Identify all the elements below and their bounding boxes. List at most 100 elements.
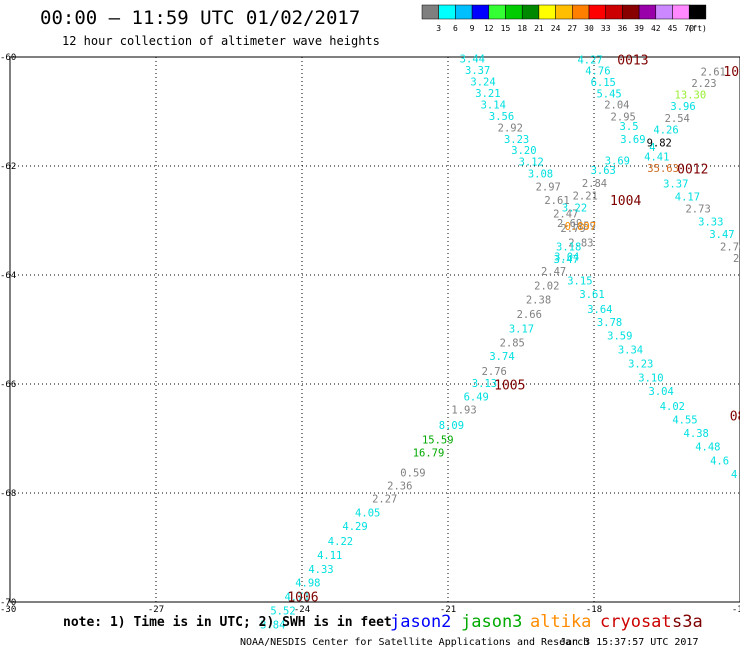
track-time-label: 08	[730, 410, 740, 425]
colorbar-label: 33	[601, 24, 611, 33]
y-tick-label: -68	[0, 489, 16, 499]
wave-height-point: 2.83	[568, 237, 593, 249]
wave-height-point: 2.76	[720, 242, 740, 254]
colorbar-label: 9	[470, 24, 475, 33]
colorbar-label: 12	[484, 24, 494, 33]
wave-height-point: 5.45	[596, 89, 621, 101]
wave-height-point: 3.15	[567, 275, 592, 287]
wave-height-point: 4.98	[295, 577, 320, 589]
wave-height-point: 3.47	[554, 254, 579, 266]
track-times: 0013 100 0012 1004 1005 1006 08	[287, 54, 740, 606]
wave-height-point: 3.47	[709, 229, 734, 241]
x-tick-label: -27	[148, 605, 164, 615]
wave-height-point: 3.04	[649, 386, 674, 398]
wave-height-point: 3.61	[579, 289, 604, 301]
x-tick-label: -24	[294, 605, 310, 615]
wave-height-point: 2.73	[685, 204, 710, 216]
colorbar-swatch	[672, 4, 690, 20]
wave-height-point: 3.12	[519, 157, 544, 169]
wave-height-point: 3.34	[618, 345, 643, 357]
wave-height-point: 2.47	[541, 266, 566, 278]
colorbar-swatch	[622, 4, 640, 20]
wave-height-point: 4.11	[317, 550, 342, 562]
track-time-label: 0012	[677, 163, 708, 178]
legend-altika: altika	[530, 612, 591, 632]
wave-height-point: 2.23	[691, 78, 716, 90]
track-time-label: 1005	[494, 379, 525, 394]
colorbar-swatch	[555, 4, 573, 20]
colorbar-swatch	[505, 4, 523, 20]
track-time-label: 100	[723, 65, 740, 80]
data-points: 3.443.373.243.213.143.562.923.233.203.12…	[260, 54, 740, 632]
colorbar-swatch	[605, 4, 623, 20]
wave-height-point: 3.08	[528, 169, 553, 181]
colorbar-swatch	[638, 4, 657, 20]
colorbar-swatch	[421, 4, 439, 20]
wave-height-point: 3.69	[605, 156, 630, 168]
wave-height-point: 2.38	[526, 295, 551, 307]
track-time-label: 0013	[617, 54, 648, 69]
colorbar-swatch	[688, 4, 707, 20]
wave-height-point: 2.79	[560, 223, 585, 235]
colorbar-label: 3	[436, 24, 441, 33]
wave-height-point: 3.84	[260, 619, 285, 631]
wave-height-point: 3.64	[587, 304, 612, 316]
wave-height-point: 3.37	[663, 178, 688, 190]
colorbar-swatch	[438, 4, 456, 20]
wave-height-point: 2.69	[557, 218, 582, 230]
colorbar-label: 70	[684, 24, 694, 33]
wave-height-point: 2.7	[733, 253, 740, 265]
plot-frame	[9, 56, 740, 603]
colorbar-label: 45	[668, 24, 678, 33]
wave-height-point: 4.02	[660, 401, 685, 413]
wave-height-point: 3.24	[470, 77, 495, 89]
colorbar-label: 6	[453, 24, 458, 33]
wave-height-point: 3.74	[489, 351, 514, 363]
wave-height-point: 5.52	[270, 606, 295, 618]
wave-height-point: 2.97	[536, 182, 561, 194]
wave-height-point: 2.21	[573, 190, 598, 202]
wave-height-point: 4.05	[355, 508, 380, 520]
wave-height-point: 2.36	[387, 480, 412, 492]
wave-height-point: 0.897	[565, 221, 597, 233]
wave-height-point: 1.59	[571, 220, 596, 232]
wave-height-point: 2.04	[604, 99, 629, 111]
wave-height-point: 3.21	[475, 88, 500, 100]
colorbar-label: 36	[618, 24, 628, 33]
wave-height-point: 13.30	[675, 90, 707, 102]
colorbar-label: 21	[534, 24, 544, 33]
colorbar-label: 39	[634, 24, 644, 33]
footnote: note: 1) Time is in UTC; 2) SWH is in fe…	[63, 615, 392, 630]
x-tick-label: -21	[440, 605, 456, 615]
wave-height-point: 2.47	[553, 208, 578, 220]
wave-height-point: 2.66	[517, 309, 542, 321]
colorbar-swatch	[471, 4, 490, 20]
wave-height-point: 1.93	[451, 405, 476, 417]
colorbar-swatch	[455, 4, 473, 20]
wave-height-point: 2.61	[544, 195, 569, 207]
axis-ticks: -27 -24 -21 -18 -15 -30 -60 -62 -64 -66 -68 -70	[0, 53, 740, 615]
wave-height-point: 3.14	[481, 99, 506, 111]
wave-height-point: 3.44	[460, 54, 485, 66]
wave-height-point: 3.5	[620, 121, 639, 133]
colorbar: 3 6 9 12 15 18 21 24 27 30 33 36 39 42 45 70(ft)	[421, 4, 707, 33]
wave-height-point: 4.6	[710, 455, 729, 467]
wave-height-point: 2.27	[372, 493, 397, 505]
page-subtitle: 12 hour collection of altimeter wave hei…	[62, 34, 380, 48]
y-tick-label: -60	[0, 53, 16, 63]
colorbar-label: 24	[551, 24, 561, 33]
wave-height-point: 6.49	[464, 392, 489, 404]
y-tick-label: -64	[0, 271, 16, 281]
legend-cryosat: cryosat	[600, 612, 672, 632]
wave-height-point: 4.17	[675, 192, 700, 204]
generated-timestamp: Jan 3 15:37:57 UTC 2017	[560, 637, 698, 648]
wave-height-point: 2.85	[500, 338, 525, 350]
wave-height-point: 3.23	[504, 134, 529, 146]
wave-height-point: 3.22	[562, 202, 587, 214]
colorbar-label: 15	[501, 24, 511, 33]
wave-height-point: 4.26	[653, 124, 678, 136]
colorbar-label: 27	[567, 24, 577, 33]
wave-height-point: 4.27	[577, 55, 602, 67]
wave-height-point: 3.69	[620, 134, 645, 146]
